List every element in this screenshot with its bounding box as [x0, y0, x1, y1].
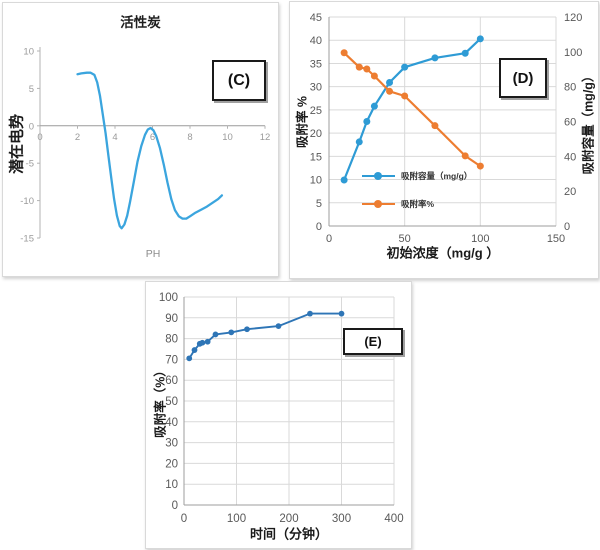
svg-text:30: 30 [310, 82, 322, 94]
legend-item-rate: 吸附率% [362, 190, 472, 218]
svg-text:10: 10 [165, 479, 178, 491]
svg-text:20: 20 [564, 186, 576, 198]
subfigure-label-d: (D) [499, 58, 547, 98]
svg-text:0: 0 [564, 221, 570, 233]
svg-text:8: 8 [187, 132, 192, 143]
svg-text:6: 6 [150, 132, 155, 143]
panel-chart-e: 0 10 20 30 40 50 60 70 80 90 100 0 100 200 300 400 吸附率（… [145, 281, 412, 549]
svg-text:120: 120 [564, 12, 582, 24]
legend-item-capacity: 吸附容量（mg/g） [362, 162, 472, 190]
svg-text:50: 50 [399, 233, 411, 245]
chart-e-plot: 0 10 20 30 40 50 60 70 80 90 100 0 100 200 300 400 [159, 292, 404, 525]
subfigure-label-e-text: (E) [364, 334, 382, 349]
svg-text:300: 300 [332, 513, 351, 525]
svg-text:0: 0 [37, 132, 42, 143]
chart-c-x-axis-label: PH [145, 248, 161, 260]
svg-text:100: 100 [564, 47, 582, 59]
svg-text:400: 400 [384, 513, 403, 525]
legend-label-capacity: 吸附容量（mg/g） [401, 171, 473, 181]
svg-text:20: 20 [165, 458, 178, 470]
svg-text:80: 80 [165, 334, 178, 346]
svg-text:5: 5 [29, 84, 34, 95]
svg-text:0: 0 [29, 121, 34, 132]
svg-text:-5: -5 [26, 159, 34, 170]
svg-text:0: 0 [172, 500, 178, 512]
svg-text:4: 4 [112, 132, 117, 143]
panel-chart-d: 0 5 10 15 20 25 30 35 40 45 0 20 40 60 80 100 120 0 50 100 1… [289, 1, 599, 279]
subfigure-label-c: (C) [212, 60, 266, 101]
svg-text:10: 10 [222, 132, 233, 143]
svg-text:40: 40 [310, 35, 322, 47]
svg-text:12: 12 [260, 132, 271, 143]
svg-text:20: 20 [310, 128, 322, 140]
legend-line-capacity [362, 171, 395, 181]
svg-text:-10: -10 [20, 196, 34, 207]
svg-text:100: 100 [471, 233, 489, 245]
svg-text:25: 25 [310, 105, 322, 117]
svg-text:10: 10 [23, 47, 34, 58]
subfigure-label-e: (E) [343, 328, 403, 355]
subfigure-label-c-text: (C) [227, 71, 251, 89]
svg-text:40: 40 [165, 417, 178, 429]
svg-text:100: 100 [159, 292, 178, 304]
svg-text:0: 0 [316, 221, 322, 233]
svg-text:30: 30 [165, 438, 178, 450]
chart-d-left-y-axis-label: 吸附率 % [295, 95, 310, 149]
legend-label-rate: 吸附率% [401, 199, 435, 209]
svg-text:60: 60 [165, 375, 178, 387]
chart-e-y-axis-label: 吸附率（%） [153, 364, 168, 438]
svg-text:15: 15 [310, 151, 322, 163]
chart-d-right-y-axis-label: 吸附容量（mg/g） [581, 69, 596, 175]
legend-line-rate [362, 199, 395, 209]
chart-d-x-axis-label: 初始浓度（mg/g ） [386, 245, 500, 261]
svg-text:0: 0 [181, 513, 187, 525]
chart-d-plot: 0 5 10 15 20 25 30 35 40 45 0 20 40 60 80 100 120 0 50 100 1… [310, 12, 583, 245]
svg-text:150: 150 [547, 233, 565, 245]
svg-text:70: 70 [165, 354, 178, 366]
svg-text:35: 35 [310, 58, 322, 70]
chart-d-legend: 吸附容量（mg/g） 吸附率% [362, 162, 472, 218]
svg-text:100: 100 [227, 513, 246, 525]
svg-text:5: 5 [316, 198, 322, 210]
chart-e-x-axis-label: 时间（分钟） [249, 526, 329, 542]
subfigure-label-d-text: (D) [512, 69, 534, 87]
chart-c-title: 活性炭 [120, 15, 161, 30]
svg-text:2: 2 [75, 132, 80, 143]
svg-text:80: 80 [564, 82, 576, 94]
svg-text:90: 90 [165, 313, 178, 325]
svg-text:10: 10 [310, 175, 322, 187]
svg-text:40: 40 [564, 151, 576, 163]
chart-c-plot: 10 5 0 -5 -10 -15 0 2 4 6 8 10 12 [20, 47, 271, 245]
svg-text:-15: -15 [20, 234, 34, 245]
svg-text:0: 0 [326, 233, 332, 245]
svg-text:60: 60 [564, 117, 576, 129]
panel-chart-c: 活性炭 10 5 0 -5 -10 -15 0 2 4 6 8 10 12 潜在电势 PH (C) [2, 2, 279, 277]
svg-text:45: 45 [310, 12, 322, 24]
chart-c-y-axis-label: 潜在电势 [8, 113, 26, 175]
svg-text:200: 200 [279, 513, 298, 525]
svg-text:50: 50 [165, 396, 178, 408]
